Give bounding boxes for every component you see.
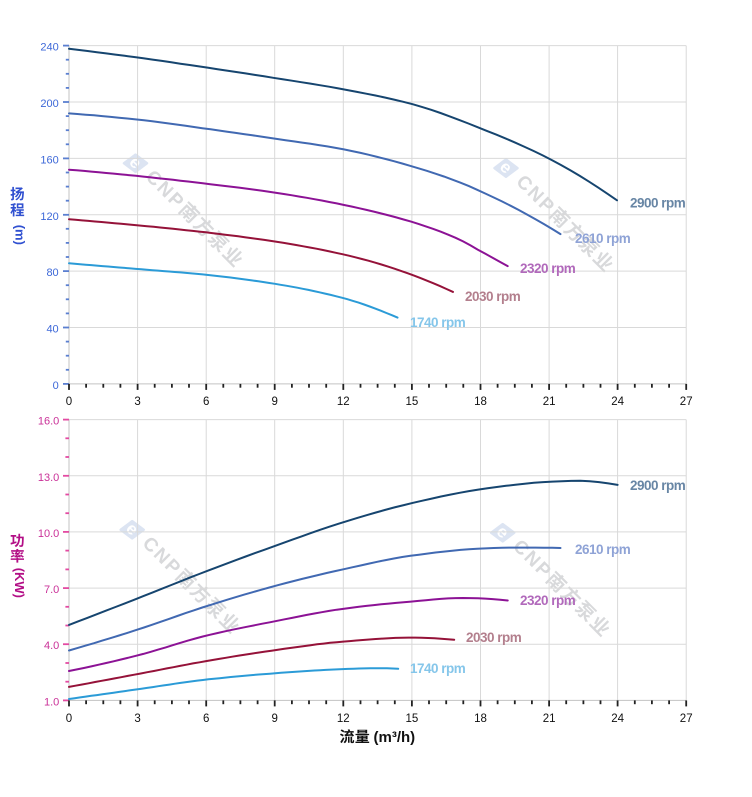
svg-text:0: 0 [66,396,72,408]
svg-text:6: 6 [203,713,209,725]
svg-text:120: 120 [40,211,58,223]
svg-text:27: 27 [680,713,693,725]
svg-text:(m³/h): (m³/h) [374,729,416,746]
svg-text:21: 21 [543,713,556,725]
svg-text:0: 0 [66,713,72,725]
svg-text:18: 18 [474,396,487,408]
svg-text:2320 rpm: 2320 rpm [520,261,576,276]
svg-text:3: 3 [134,713,140,725]
svg-text:10.0: 10.0 [38,528,59,540]
svg-text:21: 21 [543,396,556,408]
svg-text:160: 160 [40,154,58,166]
svg-text:16.0: 16.0 [38,416,59,428]
svg-text:2320 rpm: 2320 rpm [520,593,576,608]
svg-text:(KW): (KW) [12,568,27,598]
svg-text:15: 15 [406,713,419,725]
svg-text:9: 9 [271,396,277,408]
svg-text:24: 24 [611,713,624,725]
svg-text:12: 12 [337,713,350,725]
svg-text:80: 80 [46,267,58,279]
svg-text:2030 rpm: 2030 rpm [466,630,522,645]
svg-text:2610 rpm: 2610 rpm [575,231,631,246]
svg-text:1740 rpm: 1740 rpm [410,661,466,676]
svg-text:24: 24 [611,396,624,408]
svg-text:27: 27 [680,396,693,408]
svg-text:2900 rpm: 2900 rpm [630,478,686,493]
svg-text:6: 6 [203,396,209,408]
svg-text:2610 rpm: 2610 rpm [575,542,631,557]
svg-text:200: 200 [40,98,58,110]
svg-text:12: 12 [337,396,350,408]
svg-text:240: 240 [40,42,58,54]
svg-text:2030 rpm: 2030 rpm [465,289,521,304]
svg-text:1740 rpm: 1740 rpm [410,315,466,330]
svg-text:3: 3 [134,396,140,408]
svg-text:(m): (m) [13,225,28,245]
svg-text:15: 15 [406,396,419,408]
svg-text:40: 40 [46,324,58,336]
svg-text:9: 9 [271,713,277,725]
svg-text:1.0: 1.0 [44,696,59,708]
svg-text:2900 rpm: 2900 rpm [630,195,686,210]
svg-text:13.0: 13.0 [38,472,59,484]
svg-text:18: 18 [474,713,487,725]
svg-text:7.0: 7.0 [44,584,59,596]
svg-text:4.0: 4.0 [44,640,59,652]
svg-text:0: 0 [53,380,59,392]
